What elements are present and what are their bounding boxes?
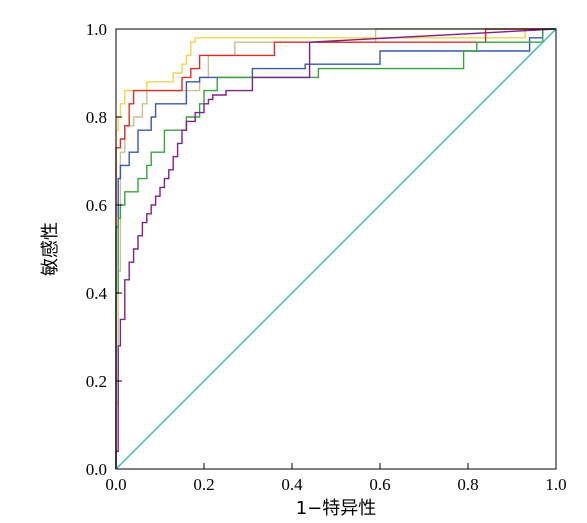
y-tick-label: 1.0 — [86, 20, 107, 39]
x-tick-label: 0.8 — [457, 475, 478, 494]
x-tick-label: 0.0 — [105, 475, 126, 494]
y-tick-label: 0.2 — [86, 372, 107, 391]
series-layer — [115, 28, 557, 470]
y-tick-label: 0.0 — [86, 460, 107, 479]
y-axis-title: 敏感性 — [40, 222, 61, 276]
series-line-7 — [115, 28, 557, 470]
y-tick-label: 0.6 — [86, 196, 107, 215]
x-tick-label: 0.4 — [281, 475, 303, 494]
x-axis-title: 1−特异性 — [296, 498, 377, 519]
x-tick-label: 1.0 — [545, 475, 566, 494]
series-line-4 — [115, 28, 556, 469]
x-tick-label: 0.2 — [193, 475, 214, 494]
series-line-2 — [115, 28, 556, 469]
ticks-layer: 0.0 0.2 0.4 0.6 0.8 1.0 0.0 0.2 0.4 0.6 0.8 1.0 — [86, 20, 567, 494]
series-line-6 — [115, 28, 557, 469]
y-tick-label: 0.4 — [86, 284, 108, 303]
series-line-3 — [115, 28, 556, 469]
x-tick-label: 0.6 — [369, 475, 390, 494]
y-tick-label: 0.8 — [86, 108, 107, 127]
plot-frame — [115, 28, 557, 470]
